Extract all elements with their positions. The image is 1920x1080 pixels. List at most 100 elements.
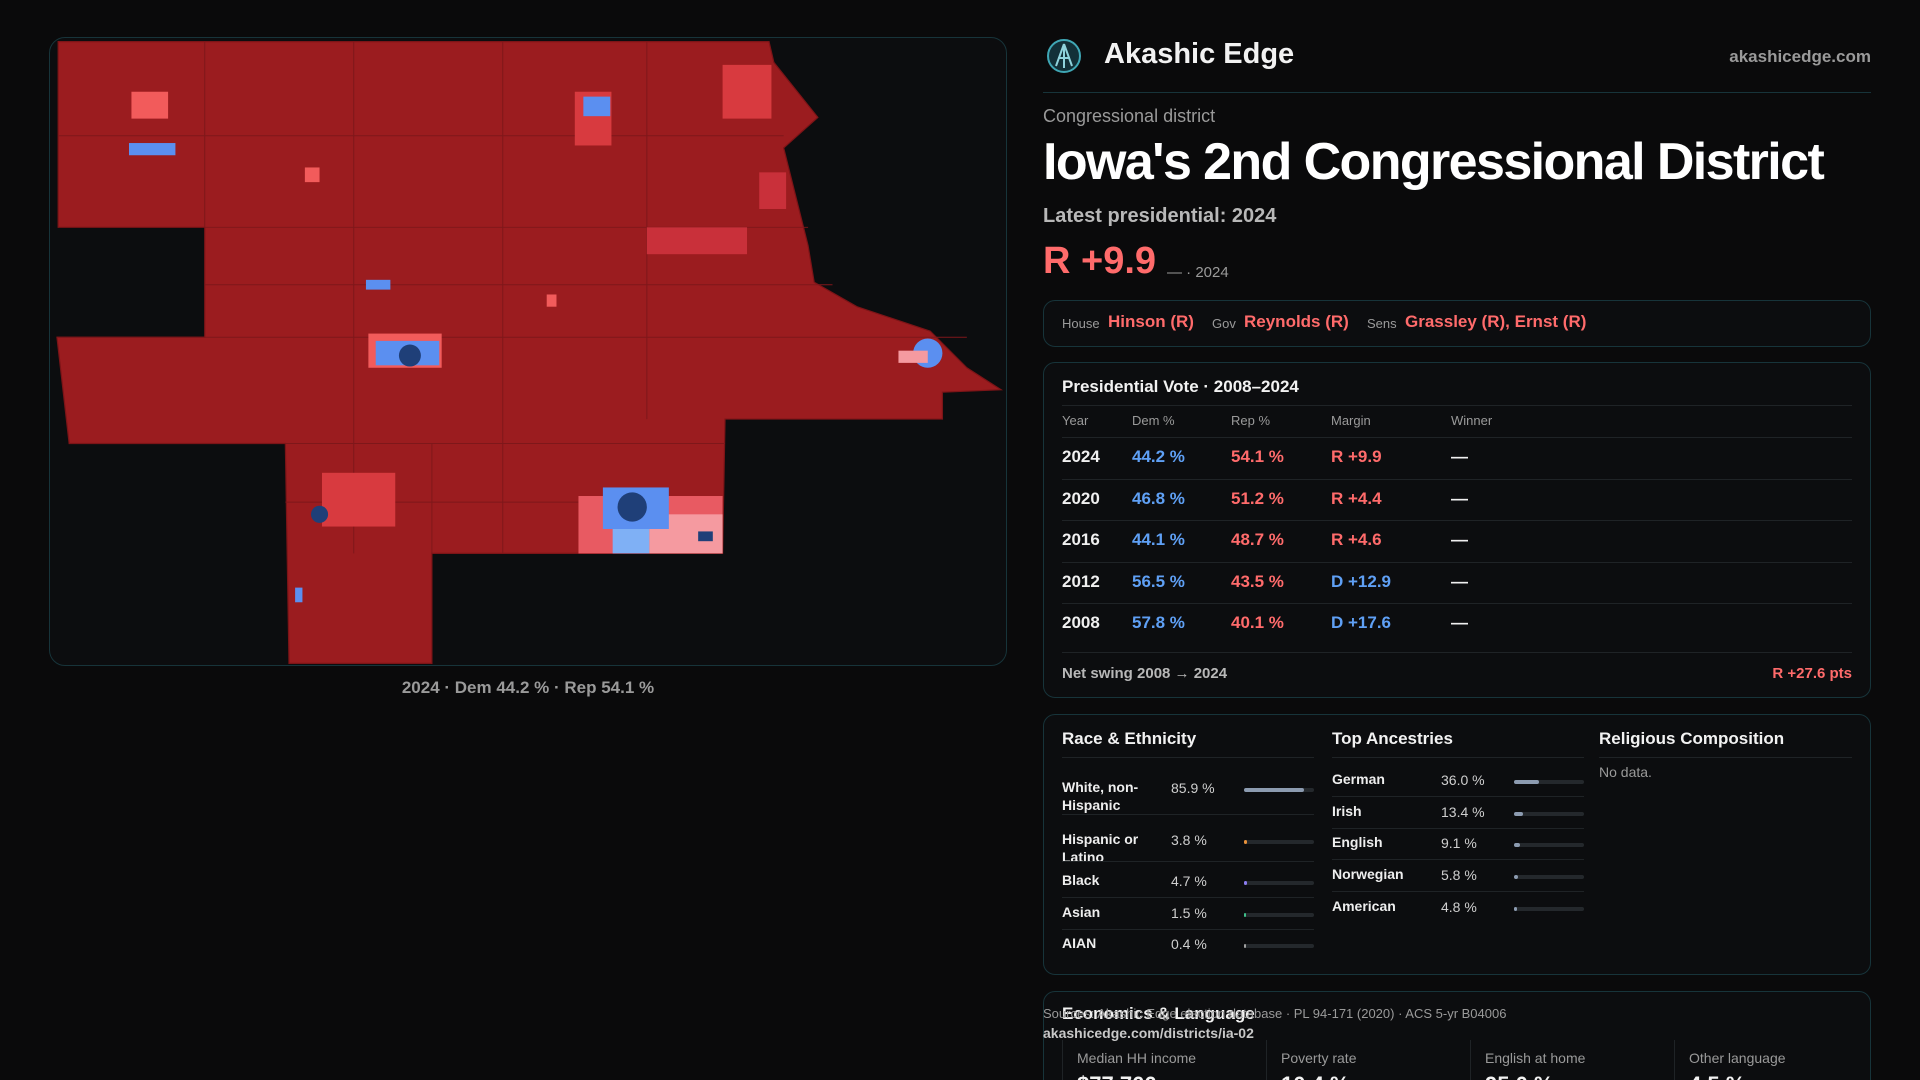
stat-label: English at home xyxy=(1485,1050,1586,1066)
official-name: Grassley (R), Ernst (R) xyxy=(1405,312,1587,331)
bar xyxy=(1244,944,1246,948)
stat-card xyxy=(1266,1040,1459,1080)
map-precinct xyxy=(759,172,787,209)
official-role: Gov xyxy=(1212,316,1236,331)
table-cell: 57.8 % xyxy=(1132,613,1185,632)
map-panel xyxy=(49,37,1007,666)
row-value: 5.8 % xyxy=(1441,867,1477,883)
divider xyxy=(1332,796,1584,797)
divider xyxy=(1062,652,1852,653)
stat-label: Other language xyxy=(1689,1050,1786,1066)
stat-card xyxy=(1470,1040,1663,1080)
row-value: 85.9 % xyxy=(1171,780,1215,796)
map-caption: 2024 · Dem 44.2 % · Rep 54.1 % xyxy=(401,678,655,697)
column-header: Dem % xyxy=(1132,413,1175,428)
district-map xyxy=(56,41,1004,664)
divider xyxy=(1062,814,1314,815)
swing-value: R +27.6 pts xyxy=(1772,665,1852,682)
bar-track xyxy=(1514,843,1584,847)
row-value: 4.7 % xyxy=(1171,873,1207,889)
presidential-panel: Presidential Vote · 2008–2024 Year Dem % Re… xyxy=(1043,362,1871,698)
table-cell: 48.7 % xyxy=(1231,530,1284,549)
row-label: German xyxy=(1332,771,1385,787)
table-cell: — xyxy=(1451,488,1468,508)
table-cell: 43.5 % xyxy=(1231,571,1284,591)
divider xyxy=(1062,478,1852,480)
bar-track xyxy=(1244,881,1314,885)
column-header: Year xyxy=(1062,413,1089,428)
bar xyxy=(1244,881,1248,885)
table-cell: 2008 xyxy=(1062,613,1100,632)
table-cell: R +4.4 xyxy=(1331,488,1382,508)
site-link[interactable]: akashicedge.com xyxy=(1729,47,1871,66)
official-name: Reynolds (R) xyxy=(1244,312,1349,331)
section-title: Top Ancestries xyxy=(1332,729,1453,748)
bar xyxy=(1514,907,1518,911)
divider xyxy=(1062,897,1314,898)
table-cell: — xyxy=(1451,530,1468,549)
map-precinct xyxy=(321,472,396,527)
table-cell: — xyxy=(1451,571,1468,591)
row-label: English xyxy=(1332,834,1383,850)
bar-track xyxy=(1244,913,1314,917)
latest-margin: R +9.9 xyxy=(1043,240,1157,282)
stat-value: 10.4 % xyxy=(1281,1072,1350,1080)
divider xyxy=(1062,928,1314,930)
bar xyxy=(1514,812,1524,816)
divider xyxy=(1332,891,1584,892)
table-cell: 44.2 % xyxy=(1132,447,1185,466)
bar xyxy=(1514,875,1519,879)
row-label: Black xyxy=(1062,872,1100,888)
divider xyxy=(1062,860,1314,862)
divider xyxy=(1062,520,1852,521)
bar xyxy=(1244,840,1247,844)
brand: Akashic Edge xyxy=(1104,38,1295,70)
bar xyxy=(1514,843,1521,847)
row-value: 3.8 % xyxy=(1171,832,1207,848)
panel-title: Presidential Vote · 2008–2024 xyxy=(1062,377,1299,396)
map-dem-areas xyxy=(129,96,943,603)
column-header: Margin xyxy=(1331,413,1371,428)
stat-label: Poverty rate xyxy=(1281,1050,1357,1066)
official-role: Sens xyxy=(1367,316,1397,331)
official-role: House xyxy=(1062,316,1100,331)
divider xyxy=(1332,757,1584,758)
table-cell: — xyxy=(1451,447,1468,466)
stat-value: $77,766 xyxy=(1077,1072,1157,1080)
table-cell: 54.1 % xyxy=(1231,447,1284,466)
divider xyxy=(1599,757,1852,758)
district-title: Iowa's 2nd Congressional District xyxy=(1043,133,1825,191)
divider xyxy=(1062,561,1852,563)
divider xyxy=(1062,603,1852,604)
divider xyxy=(1332,827,1584,829)
bar-track xyxy=(1514,780,1584,784)
stat-card xyxy=(1062,1040,1255,1080)
section-title: Religious Composition xyxy=(1599,729,1785,748)
row-label: Asian xyxy=(1062,904,1101,920)
table-cell: — xyxy=(1451,613,1468,632)
district-url[interactable]: akashicedge.com/districts/ia-02 xyxy=(1043,1025,1254,1041)
row-value: 0.4 % xyxy=(1171,936,1207,952)
table-cell: D +12.9 xyxy=(1331,571,1392,591)
table-cell: 44.1 % xyxy=(1132,530,1185,549)
row-value: 1.5 % xyxy=(1171,905,1207,921)
section-title: Economics & Language xyxy=(1062,1004,1255,1023)
table-cell: R +9.9 xyxy=(1331,447,1382,466)
column-header: Winner xyxy=(1451,413,1493,428)
officials-panel: House Hinson (R) Gov Reynolds (R) Sens Grassl… xyxy=(1043,300,1871,347)
margin-note: — · 2024 xyxy=(1167,264,1229,281)
bar xyxy=(1514,780,1540,784)
table-cell: 56.5 % xyxy=(1132,571,1185,591)
bar xyxy=(1244,913,1246,917)
stat-card xyxy=(1674,1040,1867,1080)
bar xyxy=(1244,788,1305,792)
row-label: Norwegian xyxy=(1332,866,1404,882)
stat-label: Median HH income xyxy=(1077,1050,1197,1066)
row-value: 4.8 % xyxy=(1441,899,1477,915)
table-cell: 40.1 % xyxy=(1231,613,1284,632)
demographics-panel: Race & Ethnicity White, non-Hispanic 85.9 … xyxy=(1043,714,1871,975)
row-label: White, non-Hispanic xyxy=(1062,779,1139,813)
stat-value: 4.5 % xyxy=(1689,1072,1745,1080)
table-cell: 2020 xyxy=(1062,488,1100,508)
